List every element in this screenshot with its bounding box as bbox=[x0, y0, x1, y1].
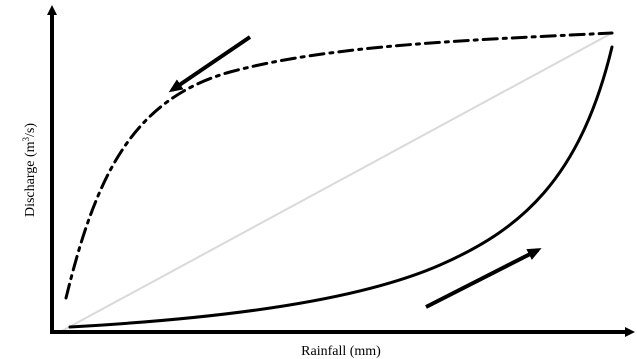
y-axis-label-suffix: /s) bbox=[23, 123, 38, 137]
rising-direction-arrow bbox=[425, 248, 542, 309]
falling-limb-curve bbox=[64, 31, 614, 300]
x-axis-label: Rainfall (mm) bbox=[301, 344, 381, 359]
one-to-one-line bbox=[59, 32, 613, 333]
y-axis-label-superscript: 3 bbox=[21, 136, 31, 141]
falling-direction-arrow bbox=[168, 35, 252, 93]
y-axis-label-prefix: Discharge (m bbox=[23, 141, 38, 217]
y-axis-label: Discharge (m3/s) bbox=[21, 123, 38, 217]
rising-limb-curve bbox=[68, 45, 614, 329]
